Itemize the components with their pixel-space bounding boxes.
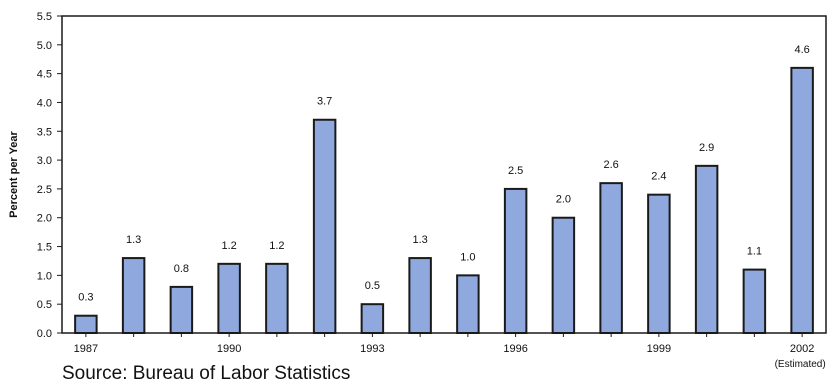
y-tick-label: 0.0	[37, 328, 52, 340]
data-label-2001: 1.1	[747, 246, 762, 258]
data-label-1994: 1.3	[412, 234, 427, 246]
bar-1991	[265, 262, 289, 334]
data-label-1997: 2.0	[556, 194, 571, 206]
x-tick-label-2002: 2002	[790, 343, 814, 355]
bar-1989	[169, 285, 194, 334]
data-label-1989: 0.8	[174, 263, 189, 275]
data-label-1999: 2.4	[651, 171, 666, 183]
y-tick-label: 0.5	[37, 299, 52, 311]
y-axis-label: Percent per Year	[8, 130, 20, 217]
bar-1999	[647, 193, 671, 334]
y-tick-label: 1.0	[37, 270, 52, 282]
bar-2000	[694, 164, 719, 334]
bar-1988	[121, 257, 146, 334]
x-tick-label-1999: 1999	[647, 343, 671, 355]
bar-2002	[790, 66, 814, 334]
data-label-1990: 1.2	[221, 240, 236, 252]
data-label-1993: 0.5	[365, 280, 380, 292]
data-label-1998: 2.6	[603, 159, 618, 171]
bar-1997	[551, 216, 576, 335]
data-label-1992: 3.7	[317, 96, 332, 108]
y-tick-label: 5.5	[37, 11, 52, 23]
bar-1996	[503, 187, 528, 334]
x-tick-label-1993: 1993	[360, 343, 384, 355]
bar-1990	[217, 262, 241, 334]
y-tick-label: 2.5	[37, 184, 52, 196]
y-tick-label: 1.5	[37, 242, 52, 254]
bar-1992	[312, 118, 337, 334]
data-label-1995: 1.0	[460, 251, 475, 263]
data-label-1991: 1.2	[269, 240, 284, 252]
bar-1994	[408, 257, 432, 334]
x-tick-sublabel-2002: (Estimated)	[775, 359, 826, 370]
y-tick-label: 3.0	[37, 155, 52, 167]
plot-frame	[61, 15, 827, 334]
y-tick-label: 4.5	[37, 69, 52, 81]
x-tick-label-1987: 1987	[74, 343, 98, 355]
y-tick-label: 2.0	[37, 213, 52, 225]
data-label-2002: 4.6	[794, 44, 809, 56]
data-label-1988: 1.3	[126, 234, 141, 246]
x-tick-label-1990: 1990	[217, 343, 241, 355]
bar-1995	[456, 274, 480, 335]
bar-2001	[742, 268, 767, 335]
y-tick-label: 4.0	[37, 97, 52, 109]
data-label-2000: 2.9	[699, 142, 714, 154]
bar-1987	[74, 314, 98, 334]
chart-source-note: Source: Bureau of Labor Statistics	[62, 363, 351, 384]
data-label-1996: 2.5	[508, 165, 523, 177]
data-label-1987: 0.3	[78, 292, 93, 304]
y-tick-label: 3.5	[37, 126, 52, 138]
bar-1998	[599, 182, 623, 334]
x-tick-label-1996: 1996	[503, 343, 527, 355]
y-tick-label: 5.0	[37, 40, 52, 52]
bar-1993	[360, 303, 385, 335]
